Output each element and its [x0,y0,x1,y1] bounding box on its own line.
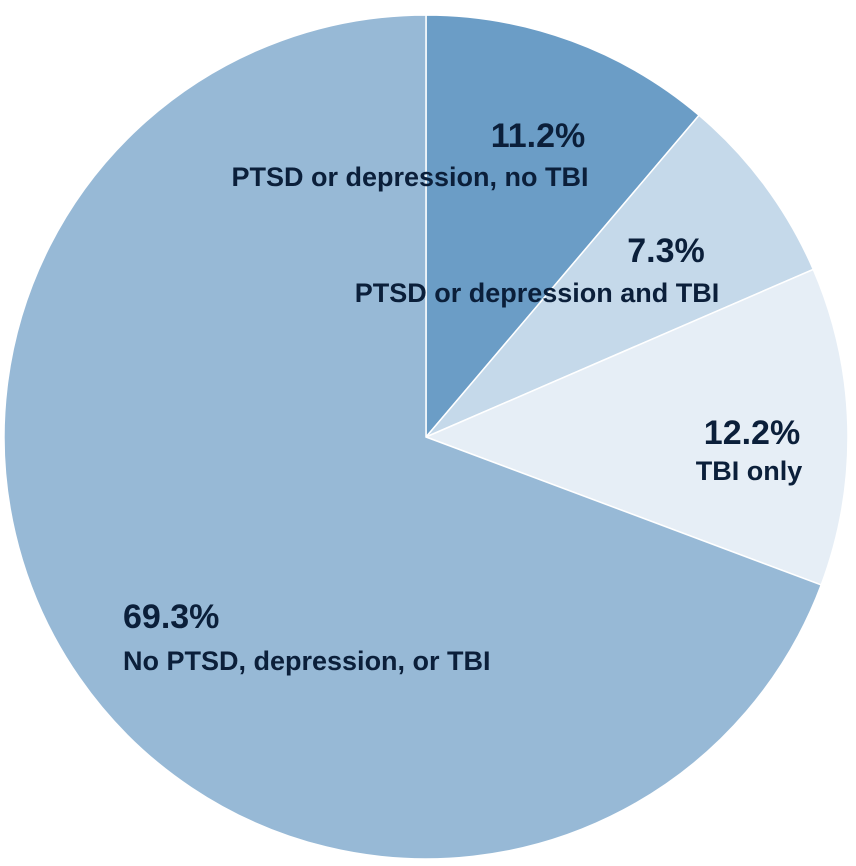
pie-slices [3,14,849,860]
pie-slice-2 [423,268,849,586]
slice-2-value-label: 12.2% [704,414,800,452]
slice-3-value-label: 69.3% [123,598,219,636]
pie-slice-1 [425,114,815,438]
slice-0-name-label: PTSD or depression, no TBI [231,162,588,192]
pie-slice-3 [3,14,823,860]
pie-labels: 11.2% PTSD or depression, no TBI 7.3% PT… [123,117,802,676]
slice-3-name-label: No PTSD, depression, or TBI [123,646,491,676]
slice-1-name-label: PTSD or depression and TBI [355,278,720,308]
slice-2-name-label: TBI only [696,456,803,486]
pie-slice-0 [425,14,701,440]
slice-0-value-label: 11.2% [491,117,586,155]
slice-1-value-label: 7.3% [627,232,705,270]
